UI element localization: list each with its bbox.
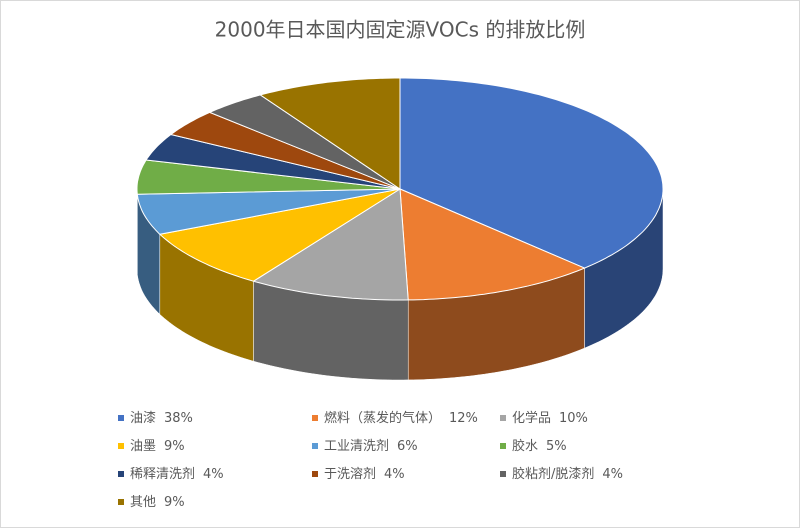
legend-name: 于洗溶剂	[324, 467, 376, 482]
slice	[158, 188, 401, 282]
legend-value: 4%	[384, 467, 405, 482]
legend-value: 12%	[449, 411, 478, 426]
legend-name: 油漆	[130, 410, 156, 426]
slice	[399, 188, 586, 301]
legend-name: 胶水	[512, 438, 538, 454]
legend-value: 10%	[559, 411, 588, 426]
legend-swatch	[118, 499, 124, 505]
legend-swatch	[312, 471, 318, 477]
legend-name: 胶粘剂/脱漆剂	[512, 466, 594, 482]
slice	[169, 111, 401, 190]
legend-swatch	[312, 415, 318, 421]
slice	[399, 77, 664, 269]
legend-label: 工业清洗剂 6%	[324, 439, 418, 454]
pie	[136, 77, 664, 381]
legend: 油漆 38% 燃料（蒸发的气体） 12% 化学品 10% 油墨 9% 工业清洗剂 6% 胶水 5% 稀释…	[118, 410, 623, 510]
legend-swatch	[118, 415, 124, 421]
legend-label: 于洗溶剂 4%	[324, 467, 405, 482]
legend-swatch	[500, 471, 506, 477]
legend-name: 燃料（蒸发的气体）	[324, 410, 441, 426]
legend-name: 油墨	[130, 439, 156, 454]
legend-value: 4%	[203, 467, 224, 482]
legend-label: 胶水 5%	[512, 438, 567, 454]
slice	[145, 133, 401, 190]
slice	[136, 188, 401, 235]
legend-name: 化学品	[512, 410, 551, 426]
legend-name: 工业清洗剂	[324, 439, 389, 454]
legend-label: 油漆 38%	[130, 410, 193, 426]
legend-swatch	[118, 471, 124, 477]
legend-swatch	[118, 443, 124, 449]
slice	[259, 77, 401, 190]
legend-value: 38%	[164, 411, 193, 426]
legend-value: 6%	[397, 439, 418, 454]
legend-label: 油墨 9%	[130, 439, 185, 454]
legend-label: 化学品 10%	[512, 410, 588, 426]
legend-value: 4%	[602, 467, 623, 482]
slice	[208, 94, 401, 190]
legend-label: 其他 9%	[130, 495, 185, 510]
legend-label: 稀释清洗剂 4%	[130, 467, 224, 482]
legend-label: 燃料（蒸发的气体） 12%	[324, 410, 478, 426]
slice	[136, 159, 401, 195]
legend-name: 其他	[130, 495, 156, 510]
legend-name: 稀释清洗剂	[130, 467, 195, 482]
legend-value: 9%	[164, 439, 185, 454]
legend-label: 胶粘剂/脱漆剂 4%	[512, 466, 623, 482]
legend-value: 9%	[164, 495, 185, 510]
legend-swatch	[500, 415, 506, 421]
legend-value: 5%	[546, 439, 567, 454]
slice	[252, 188, 409, 301]
legend-swatch	[500, 443, 506, 449]
chart-title: 2000年日本国内固定源VOCs 的排放比例	[215, 18, 586, 42]
legend-swatch	[312, 443, 318, 449]
